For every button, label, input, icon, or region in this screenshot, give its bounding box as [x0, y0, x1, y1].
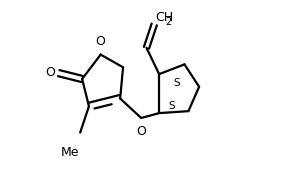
- Text: 2: 2: [165, 17, 171, 27]
- Text: O: O: [136, 125, 146, 138]
- Text: Me: Me: [61, 146, 80, 159]
- Text: S: S: [173, 78, 180, 89]
- Text: CH: CH: [155, 11, 173, 24]
- Text: O: O: [95, 35, 105, 48]
- Text: O: O: [45, 66, 55, 79]
- Text: S: S: [168, 101, 175, 111]
